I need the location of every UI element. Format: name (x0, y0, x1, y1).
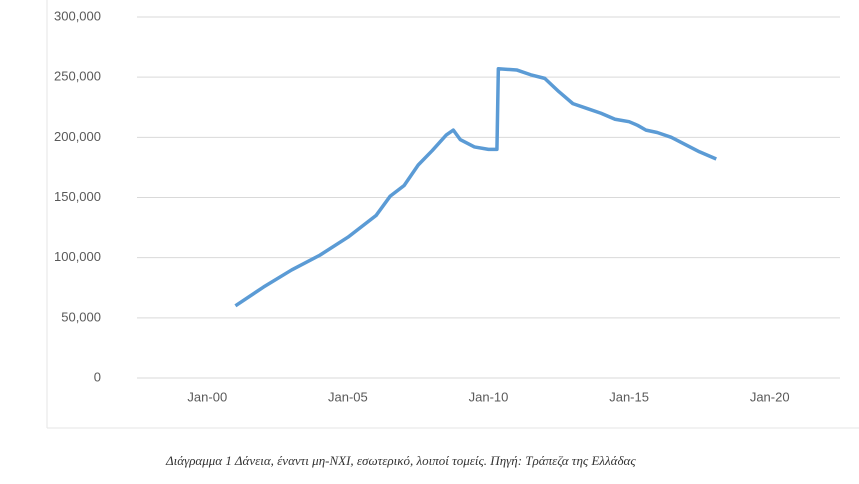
x-tick-label: Jan-10 (469, 389, 509, 404)
x-tick-label: Jan-20 (750, 389, 790, 404)
y-tick-label: 0 (94, 369, 101, 384)
y-tick-label: 150,000 (54, 189, 101, 204)
y-tick-label: 300,000 (54, 8, 101, 23)
x-tick-label: Jan-15 (609, 389, 649, 404)
y-tick-label: 100,000 (54, 249, 101, 264)
x-tick-label: Jan-00 (187, 389, 227, 404)
caption: Διάγραμμα 1 Δάνεια, έναντι μη-ΝΧΙ, εσωτε… (165, 453, 636, 468)
x-tick-label: Jan-05 (328, 389, 368, 404)
y-tick-label: 200,000 (54, 129, 101, 144)
y-tick-label: 250,000 (54, 69, 101, 84)
data-line (234, 66, 717, 308)
y-tick-label: 50,000 (61, 309, 101, 324)
